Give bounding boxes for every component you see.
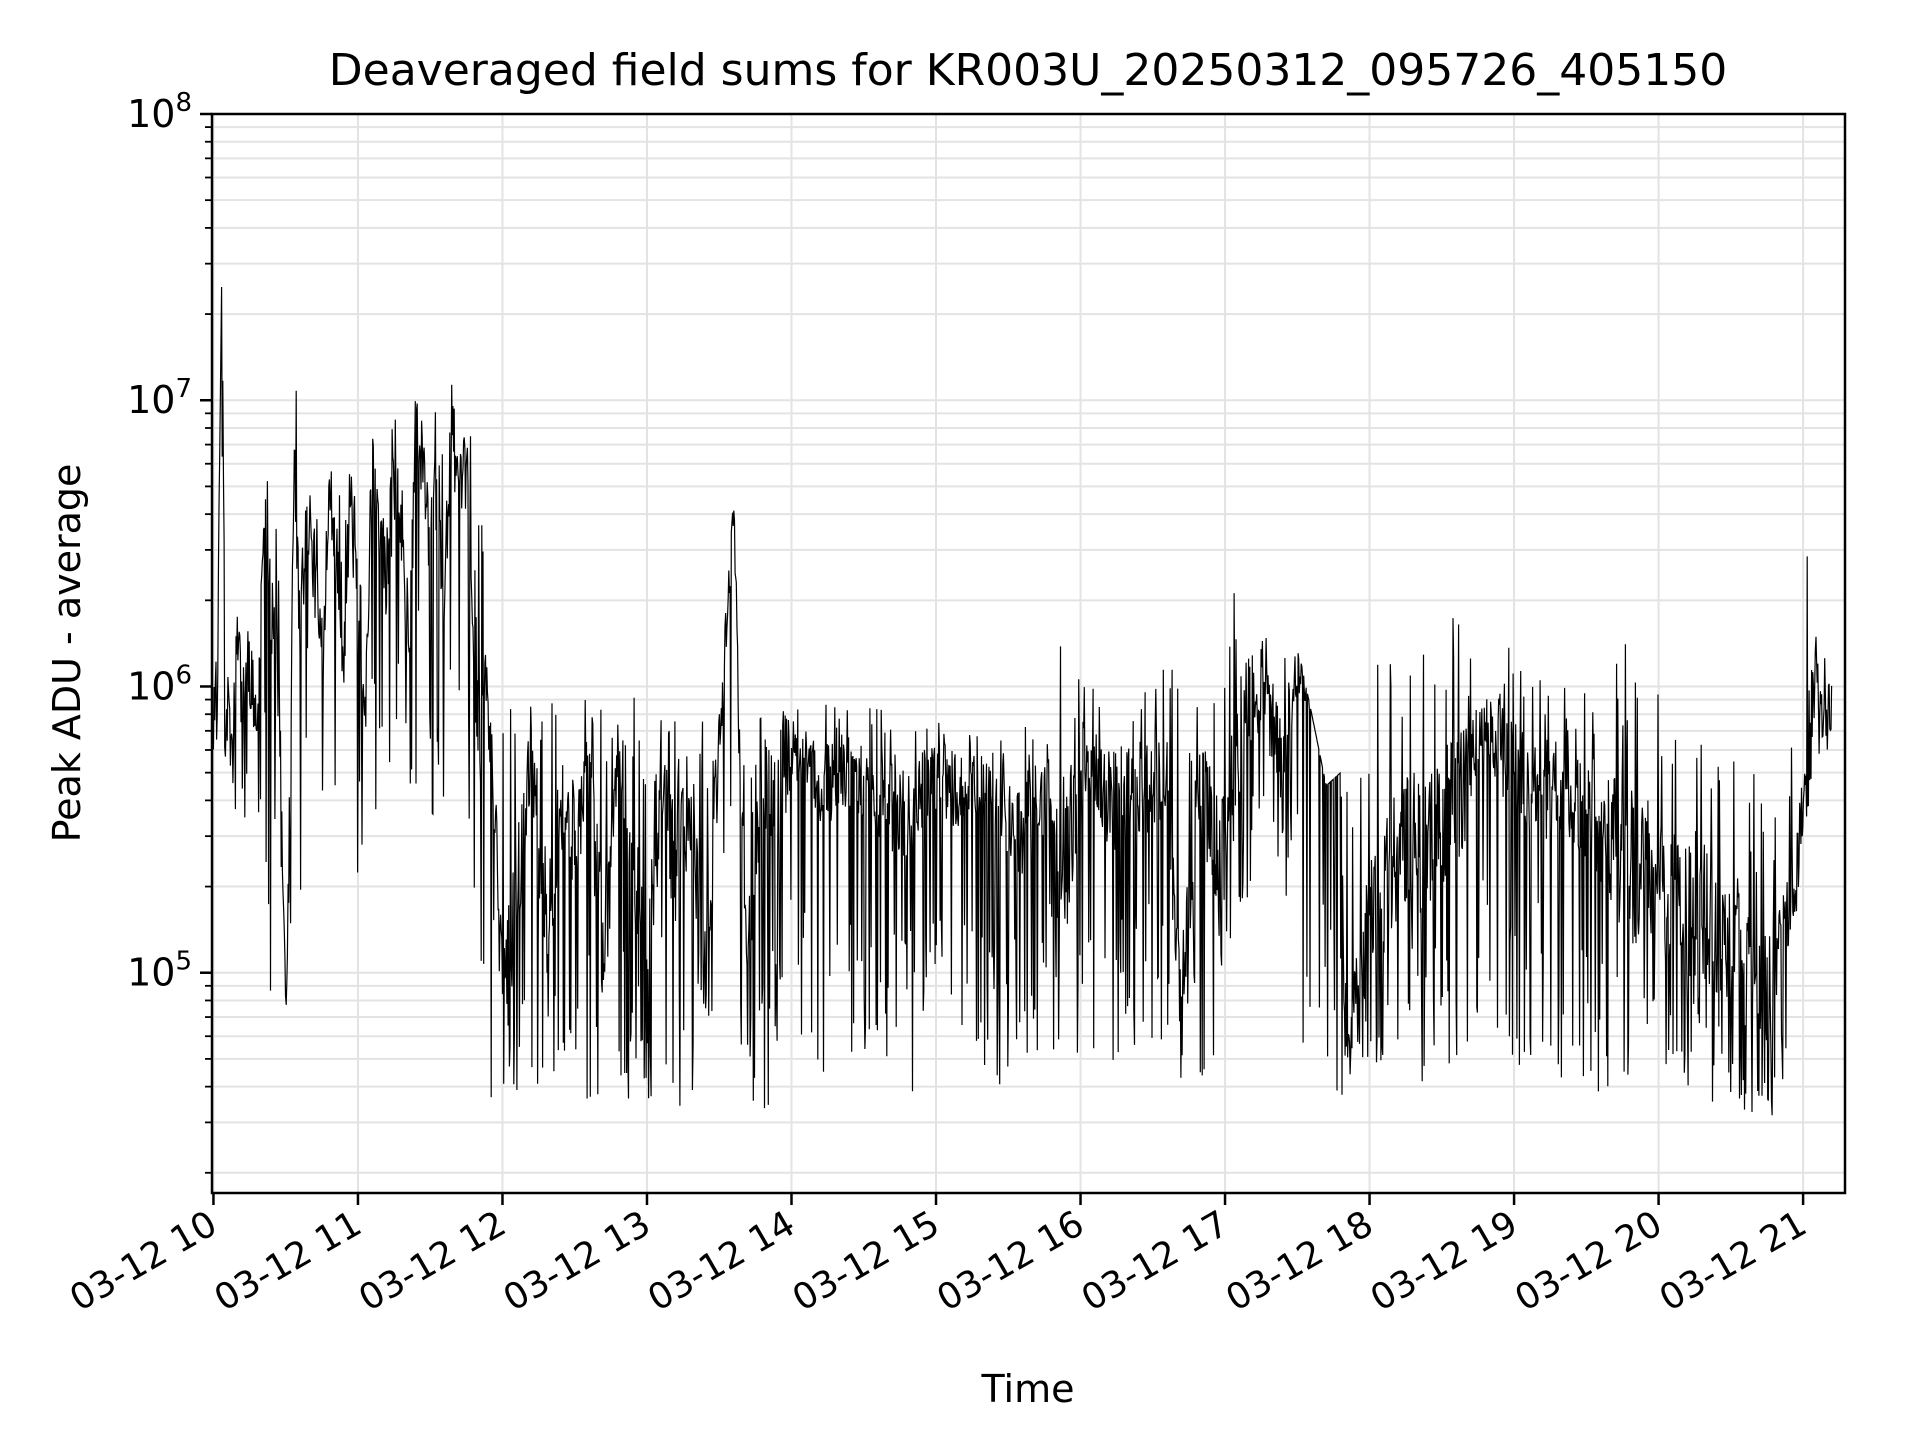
y-tick-label: 108 [127, 88, 192, 136]
y-tick-label: 107 [127, 374, 192, 422]
x-axis-label: Time [981, 1367, 1075, 1411]
y-tick-label: 106 [127, 660, 192, 708]
chart-title: Deaveraged field sums for KR003U_2025031… [329, 45, 1727, 96]
series-line [212, 286, 1833, 1116]
plot-frame [210, 112, 1847, 1195]
y-axis-label: Peak ADU - average [45, 464, 89, 843]
plot-line [212, 286, 1833, 1116]
y-tick-label: 105 [127, 947, 192, 995]
y-axis: 105 106 107 108 [127, 88, 212, 1174]
